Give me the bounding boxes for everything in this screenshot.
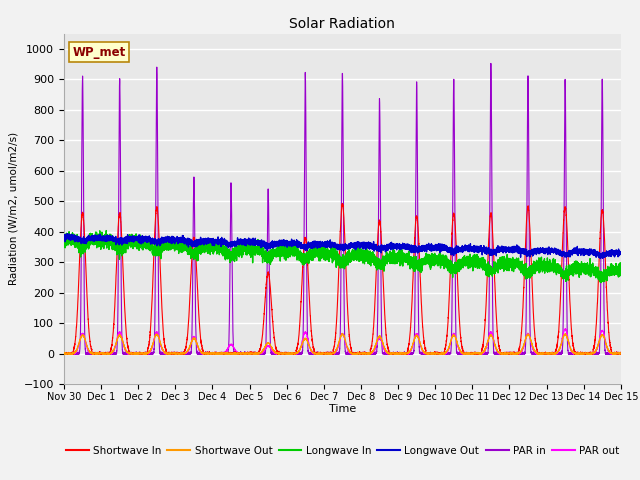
Y-axis label: Radiation (W/m2, umol/m2/s): Radiation (W/m2, umol/m2/s)	[8, 132, 19, 286]
Text: WP_met: WP_met	[72, 46, 125, 59]
Title: Solar Radiation: Solar Radiation	[289, 17, 396, 31]
Legend: Shortwave In, Shortwave Out, Longwave In, Longwave Out, PAR in, PAR out: Shortwave In, Shortwave Out, Longwave In…	[61, 442, 623, 460]
X-axis label: Time: Time	[329, 405, 356, 414]
